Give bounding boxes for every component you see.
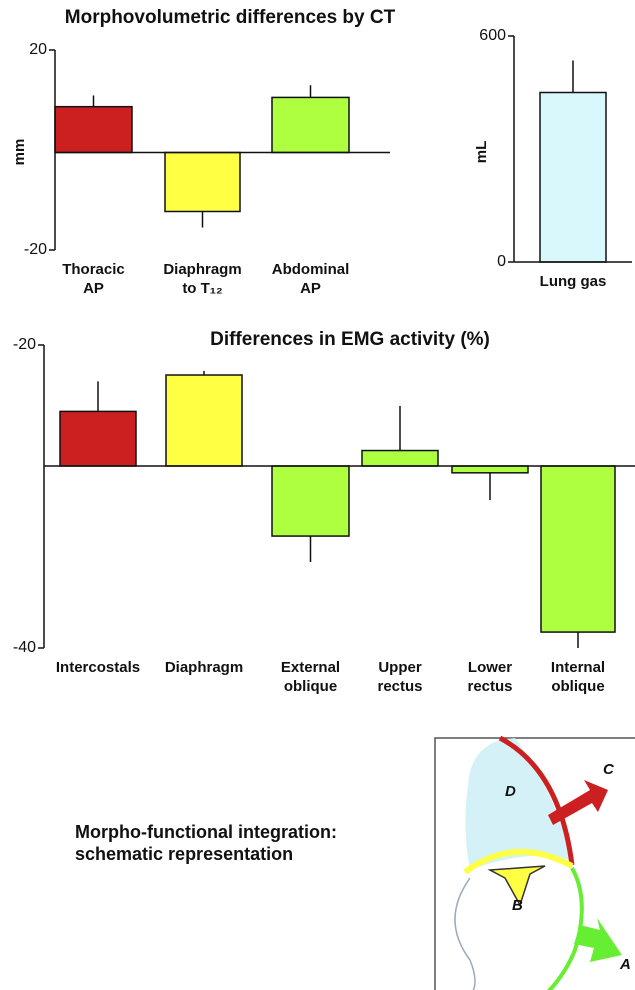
- y-axis-label: mL: [473, 141, 490, 164]
- x-tick-label: Thoracic AP: [62, 261, 125, 297]
- y-tick-label: -20: [13, 336, 36, 353]
- arrow-c: [548, 780, 608, 825]
- bar: [165, 374, 243, 467]
- caption-line: Morpho-functional integration:: [75, 822, 337, 842]
- schematic-label: D: [505, 783, 516, 800]
- bar: [271, 96, 350, 154]
- y-tick-label: -20: [24, 241, 47, 258]
- diaphragm-line: [463, 848, 574, 875]
- x-tick-label: External oblique: [281, 659, 340, 695]
- arrow-a: [574, 918, 622, 962]
- schematic-label: C: [603, 761, 615, 778]
- y-tick-label: 600: [479, 27, 506, 44]
- bar: [539, 91, 607, 263]
- schematic-label: A: [619, 956, 631, 973]
- bar: [164, 151, 241, 213]
- y-axis-label: mm: [11, 139, 28, 166]
- x-tick-label: Lung gas: [540, 273, 607, 290]
- schematic-label: B: [512, 897, 523, 914]
- chart-title: Differences in EMG activity (%): [210, 329, 490, 350]
- bar: [540, 465, 616, 633]
- body-outline: [454, 877, 476, 990]
- bar: [361, 449, 439, 467]
- x-tick-label: Internal oblique: [551, 659, 605, 695]
- arrow-b: [487, 865, 546, 907]
- abdomen-line: [547, 867, 584, 990]
- chart-title: Morphovolumetric differences by CT: [65, 7, 396, 28]
- x-tick-label: Intercostals: [56, 659, 140, 676]
- x-tick-label: Upper rectus: [377, 659, 422, 695]
- caption-line: schematic representation: [75, 844, 293, 864]
- rib-cage-line: [498, 735, 575, 866]
- x-tick-label: Lower rectus: [467, 659, 512, 695]
- bar: [451, 465, 529, 474]
- bar: [54, 105, 133, 154]
- y-tick-label: 20: [29, 41, 47, 58]
- bar: [271, 465, 350, 537]
- y-tick-label: -40: [13, 639, 36, 656]
- lung-region: [465, 738, 570, 870]
- bar: [59, 410, 137, 467]
- x-tick-label: Diaphragm to T₁₂: [163, 261, 241, 297]
- y-tick-label: 0: [497, 253, 506, 270]
- x-tick-label: Abdominal AP: [272, 261, 350, 297]
- x-tick-label: Diaphragm: [165, 659, 243, 676]
- schematic: D C B A: [434, 735, 635, 990]
